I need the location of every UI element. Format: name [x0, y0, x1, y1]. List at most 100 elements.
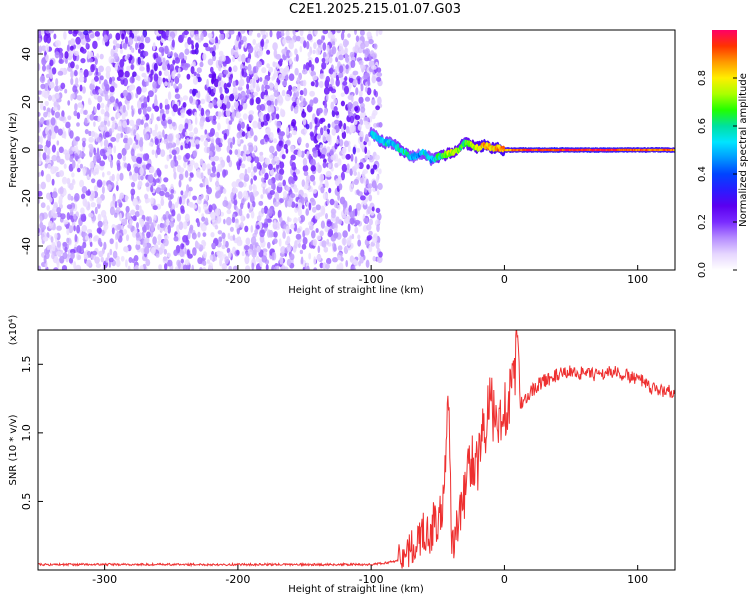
colorbar-tick-label: 0.6 — [697, 118, 708, 134]
heatmap-cell — [187, 163, 193, 172]
x-tick-label: -300 — [92, 573, 117, 586]
heatmap-cell — [140, 119, 144, 125]
heatmap-cell — [274, 191, 280, 200]
heatmap-cell — [174, 57, 181, 64]
heatmap-cell — [92, 250, 98, 256]
heatmap-cell — [76, 43, 82, 49]
heatmap-cell — [183, 30, 189, 36]
heatmap-cell — [184, 48, 190, 55]
heatmap-cell — [64, 246, 68, 253]
heatmap-cell — [89, 241, 93, 247]
heatmap-cell — [260, 120, 265, 128]
heatmap-cell — [105, 65, 112, 74]
colorbar-bar — [712, 30, 737, 270]
heatmap-cell — [40, 222, 44, 229]
heatmap-cell — [300, 256, 304, 265]
heatmap-cell — [108, 154, 112, 163]
heatmap-cell — [169, 193, 174, 200]
heatmap-cell — [358, 162, 364, 170]
heatmap-cell — [280, 108, 283, 117]
heatmap-cell — [53, 267, 59, 270]
heatmap-cell — [213, 155, 220, 162]
heatmap-cell — [286, 244, 292, 253]
heatmap-cell — [265, 264, 269, 270]
heatmap-cell — [216, 99, 222, 108]
heatmap-cell — [191, 264, 194, 270]
heatmap-cell — [109, 238, 114, 245]
heatmap-cell — [73, 50, 79, 57]
heatmap-cell — [224, 87, 230, 94]
heatmap-cell — [185, 239, 190, 246]
heatmap-cell — [106, 171, 111, 176]
heatmap-cell — [164, 98, 169, 106]
heatmap-cell — [286, 258, 291, 267]
heatmap-cell — [152, 236, 157, 245]
heatmap-cell — [250, 178, 253, 185]
heatmap-cell — [188, 186, 193, 192]
heatmap-cell — [144, 246, 150, 255]
heatmap-cell — [179, 249, 185, 258]
heatmap-cell — [113, 45, 116, 50]
heatmap-cell — [112, 250, 118, 259]
heatmap-cell — [212, 115, 217, 121]
heatmap-cell — [140, 34, 145, 43]
heatmap-cell — [302, 79, 307, 87]
heatmap-cell — [131, 173, 138, 182]
heatmap-cell — [219, 30, 224, 35]
heatmap-cell — [83, 254, 89, 260]
heatmap-cell — [289, 57, 293, 65]
heatmap-cell — [218, 251, 224, 258]
heatmap-cell — [283, 143, 288, 150]
heatmap-cell — [372, 53, 376, 60]
heatmap-cell — [139, 60, 145, 66]
heatmap-cell — [135, 204, 140, 211]
heatmap-cell — [169, 148, 172, 154]
heatmap-cell — [42, 64, 46, 72]
heatmap-cell — [262, 186, 266, 195]
heatmap-cell — [202, 251, 208, 259]
heatmap-cell — [213, 87, 216, 94]
heatmap-cell — [50, 165, 56, 175]
heatmap-cell — [111, 123, 115, 133]
heatmap-cell — [40, 117, 45, 125]
heatmap-cell — [184, 143, 190, 149]
heatmap-cell — [308, 153, 312, 161]
heatmap-cell — [299, 90, 304, 96]
heatmap-cell — [375, 219, 381, 226]
heatmap-cell — [85, 190, 92, 196]
heatmap-cell — [246, 83, 250, 90]
heatmap-cell — [301, 204, 305, 210]
heatmap-cell — [93, 147, 96, 156]
heatmap-cell — [88, 143, 94, 149]
heatmap-cell — [291, 119, 297, 127]
heatmap-cell — [154, 105, 160, 112]
heatmap-cell — [185, 152, 191, 160]
heatmap-cell — [252, 39, 256, 45]
heatmap-cell — [282, 231, 286, 239]
heatmap-cell — [195, 139, 200, 145]
heatmap-cell — [373, 233, 378, 239]
heatmap-cell — [370, 168, 375, 175]
heatmap-cell — [256, 32, 261, 38]
heatmap-cell — [172, 59, 176, 65]
heatmap-cell — [375, 30, 379, 37]
heatmap-cell — [214, 131, 219, 138]
heatmap-cell — [189, 202, 194, 208]
heatmap-cell — [98, 240, 102, 246]
heatmap-cell — [241, 251, 245, 257]
heatmap-cell — [261, 167, 266, 175]
heatmap-cell — [202, 232, 207, 238]
heatmap-cell — [39, 135, 43, 145]
heatmap-cell — [345, 126, 350, 134]
heatmap-cell — [253, 175, 257, 181]
heatmap-cell — [376, 174, 379, 184]
heatmap-cell — [239, 94, 243, 99]
heatmap-cell — [230, 141, 233, 149]
heatmap-cell — [210, 66, 214, 74]
heatmap-cell — [364, 96, 371, 102]
heatmap-cell — [89, 82, 95, 91]
heatmap-cell — [368, 194, 373, 202]
heatmap-cell — [164, 164, 169, 169]
heatmap-cell — [122, 89, 128, 97]
heatmap-cell — [77, 31, 82, 36]
